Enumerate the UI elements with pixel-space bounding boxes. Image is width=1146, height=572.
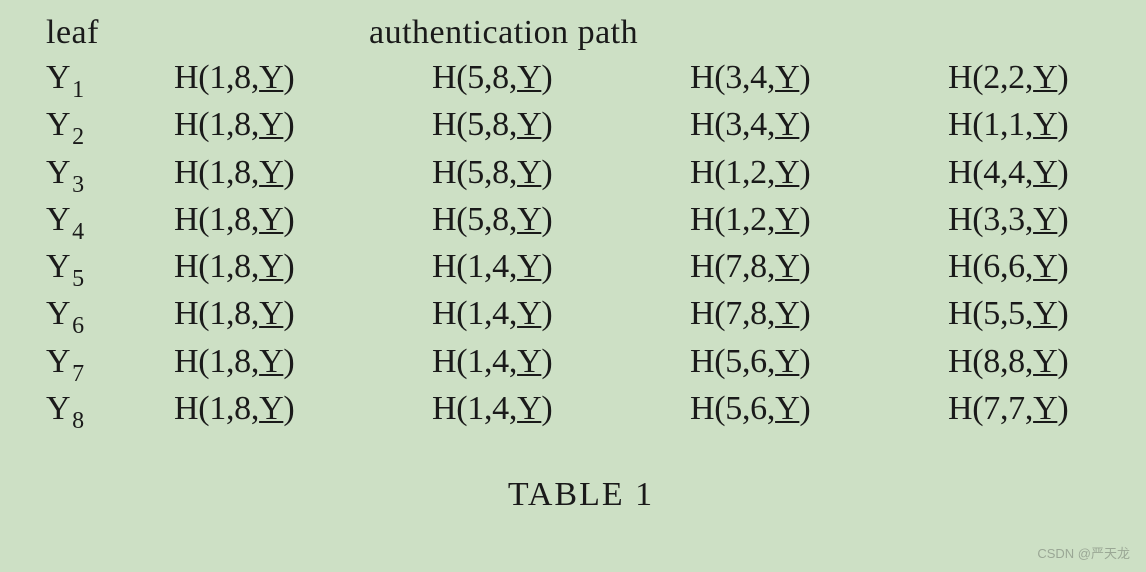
path-cell: H(1,4,Y): [432, 338, 690, 385]
leaf-cell: Y2: [46, 101, 174, 148]
path-cell: H(5,6,Y): [690, 385, 948, 432]
path-cell: H(1,8,Y): [174, 54, 432, 101]
path-cell: H(6,6,Y): [948, 243, 1068, 290]
path-cell: H(1,4,Y): [432, 290, 690, 337]
path-cell: H(3,4,Y): [690, 54, 948, 101]
path-cell: H(5,8,Y): [432, 101, 690, 148]
table-row: Y8H(1,8,Y)H(1,4,Y)H(5,6,Y)H(7,7,Y): [46, 385, 1116, 432]
path-cell: H(5,8,Y): [432, 54, 690, 101]
path-cell: H(5,5,Y): [948, 290, 1068, 337]
path-cell: H(5,8,Y): [432, 149, 690, 196]
leaf-cell: Y1: [46, 54, 174, 101]
table-caption: TABLE 1: [46, 476, 1116, 514]
path-cell: H(1,4,Y): [432, 243, 690, 290]
leaf-cell: Y4: [46, 196, 174, 243]
path-cell: H(2,2,Y): [948, 54, 1068, 101]
path-cell: H(1,8,Y): [174, 196, 432, 243]
auth-path-table: Y1H(1,8,Y)H(5,8,Y)H(3,4,Y)H(2,2,Y)Y2H(1,…: [46, 54, 1116, 432]
path-cell: H(4,4,Y): [948, 149, 1068, 196]
path-cell: H(1,4,Y): [432, 385, 690, 432]
table-row: Y6H(1,8,Y)H(1,4,Y)H(7,8,Y)H(5,5,Y): [46, 290, 1116, 337]
leaf-cell: Y7: [46, 338, 174, 385]
table-row: Y4H(1,8,Y)H(5,8,Y)H(1,2,Y)H(3,3,Y): [46, 196, 1116, 243]
table-header-row: leaf authentication path: [46, 14, 1116, 52]
leaf-cell: Y6: [46, 290, 174, 337]
path-cell: H(1,2,Y): [690, 196, 948, 243]
path-cell: H(1,8,Y): [174, 101, 432, 148]
path-cell: H(1,1,Y): [948, 101, 1068, 148]
page: leaf authentication path Y1H(1,8,Y)H(5,8…: [0, 0, 1146, 572]
path-cell: H(5,8,Y): [432, 196, 690, 243]
path-cell: H(3,3,Y): [948, 196, 1068, 243]
path-cell: H(1,8,Y): [174, 290, 432, 337]
leaf-cell: Y8: [46, 385, 174, 432]
path-cell: H(7,8,Y): [690, 290, 948, 337]
header-auth-path-label: authentication path: [174, 14, 1116, 52]
table-row: Y3H(1,8,Y)H(5,8,Y)H(1,2,Y)H(4,4,Y): [46, 149, 1116, 196]
leaf-cell: Y3: [46, 149, 174, 196]
path-cell: H(8,8,Y): [948, 338, 1068, 385]
watermark: CSDN @严天龙: [1037, 543, 1130, 562]
path-cell: H(7,7,Y): [948, 385, 1068, 432]
table-row: Y2H(1,8,Y)H(5,8,Y)H(3,4,Y)H(1,1,Y): [46, 101, 1116, 148]
path-cell: H(3,4,Y): [690, 101, 948, 148]
table-row: Y5H(1,8,Y)H(1,4,Y)H(7,8,Y)H(6,6,Y): [46, 243, 1116, 290]
path-cell: H(1,8,Y): [174, 338, 432, 385]
leaf-cell: Y5: [46, 243, 174, 290]
table-row: Y1H(1,8,Y)H(5,8,Y)H(3,4,Y)H(2,2,Y): [46, 54, 1116, 101]
path-cell: H(1,8,Y): [174, 243, 432, 290]
path-cell: H(5,6,Y): [690, 338, 948, 385]
path-cell: H(7,8,Y): [690, 243, 948, 290]
path-cell: H(1,2,Y): [690, 149, 948, 196]
path-cell: H(1,8,Y): [174, 385, 432, 432]
header-leaf-label: leaf: [46, 14, 174, 52]
path-cell: H(1,8,Y): [174, 149, 432, 196]
table-row: Y7H(1,8,Y)H(1,4,Y)H(5,6,Y)H(8,8,Y): [46, 338, 1116, 385]
